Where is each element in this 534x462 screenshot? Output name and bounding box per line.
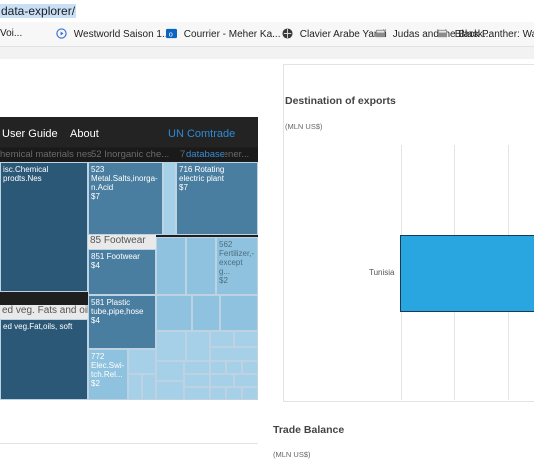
page-top-strip — [0, 47, 534, 59]
treemap-cell[interactable] — [128, 349, 156, 374]
treemap-cell-fertilizer[interactable]: 562 Fertilizer,-except g... $2 — [216, 237, 258, 295]
film-icon — [375, 29, 386, 38]
bar-tunisia[interactable] — [400, 235, 534, 312]
film-icon — [437, 29, 448, 38]
cell-value: $7 — [91, 192, 100, 201]
cell-value: $2 — [91, 379, 100, 388]
treemap-cell[interactable] — [184, 387, 210, 400]
cell-code: 581 Plastic — [91, 298, 131, 307]
cell-code: 562 — [219, 240, 233, 249]
treemap-cell-misc-chemical[interactable]: isc.Chemical prodts.Nes — [0, 162, 88, 292]
treemap-cell-fats[interactable]: ed veg.Fat,oils, soft — [0, 319, 88, 400]
treemap-cell[interactable] — [128, 374, 142, 400]
treemap-cell-metal-salts[interactable]: 523 Metal.Salts,inorga-n.Acid $7 — [88, 162, 163, 235]
exports-unit: (MLN US$) — [285, 122, 323, 131]
cell-value: $4 — [91, 261, 100, 270]
exports-title: Destination of exports — [285, 95, 396, 107]
exports-chart-panel — [283, 64, 534, 402]
treemap-cell-elec-switch[interactable]: 772 Elec.Swi-tch.Rel... $2 — [88, 349, 128, 400]
group-label-fats: ed veg. Fats and oils — [0, 305, 88, 319]
treemap-cell[interactable] — [186, 331, 210, 361]
cell-label: electric plant — [179, 174, 224, 183]
treemap-cell[interactable] — [156, 237, 186, 295]
bookmarks-bar: Voi... Westworld Saison 1... o Courrier … — [0, 22, 534, 47]
cell-code: 716 Rotating — [179, 165, 225, 174]
user-guide-link[interactable]: User Guide — [2, 128, 58, 140]
cell-value: $4 — [91, 316, 100, 325]
treemap-cell[interactable] — [226, 387, 242, 400]
bookmark-item[interactable]: Westworld Saison 1... — [56, 28, 170, 41]
cell-label: isc.Chemical prodts.Nes — [3, 165, 49, 183]
cell-label: ed veg.Fat,oils, soft — [3, 322, 73, 331]
cell-code: 523 — [91, 165, 105, 174]
treemap-cell[interactable] — [210, 387, 226, 400]
bookmark-item[interactable]: Voi... — [0, 28, 22, 40]
treemap-nav: User Guide About UN Comtrade — [0, 117, 258, 147]
treemap-cell[interactable] — [142, 374, 156, 400]
bookmark-label: Voi... — [0, 28, 23, 39]
bookmark-item[interactable]: Black Panther: Wak... — [437, 28, 534, 41]
cell-label: tube,pipe,hose — [91, 307, 144, 316]
group-label-footwear: 85 Footwear — [88, 235, 156, 249]
cell-code: 772 — [91, 352, 105, 361]
trade-balance-unit: (MLN US$) — [273, 450, 311, 459]
treemap-cell[interactable] — [210, 347, 258, 361]
address-bar[interactable]: data-explorer/ — [0, 0, 534, 23]
exports-treemap: User Guide About UN Comtrade hemical mat… — [0, 117, 258, 400]
treemap-cell[interactable] — [234, 374, 258, 387]
treemap-cell[interactable] — [186, 237, 216, 295]
svg-text:o: o — [169, 29, 173, 38]
url-text[interactable]: data-explorer/ — [0, 4, 77, 18]
bookmark-label: Black Panther: Wak... — [454, 29, 534, 40]
outlook-icon: o — [166, 28, 177, 38]
treemap-cell[interactable] — [220, 295, 258, 331]
bookmark-item[interactable]: o Courrier - Meher Ka... — [166, 28, 280, 41]
cell-value: $2 — [219, 276, 228, 285]
treemap-cell[interactable] — [184, 374, 210, 387]
trade-balance-title: Trade Balance — [273, 424, 345, 436]
bookmark-label: Courrier - Meher Ka... — [183, 29, 281, 40]
treemap-cell[interactable] — [163, 162, 176, 235]
treemap-cell[interactable] — [210, 361, 226, 374]
treemap-cell[interactable] — [184, 361, 210, 374]
group-label-chemical: hemical materials nes — [0, 149, 92, 160]
treemap-cell-footwear[interactable]: 851 Footwear $4 — [88, 249, 156, 295]
treemap-cell[interactable] — [156, 295, 192, 331]
treemap-cell[interactable] — [156, 381, 184, 400]
treemap-cell[interactable] — [226, 361, 242, 374]
database-label[interactable]: database — [186, 149, 226, 160]
treemap-cell[interactable] — [210, 331, 234, 347]
bookmark-label: Westworld Saison 1... — [73, 29, 171, 40]
bookmark-label: Clavier Arabe Yamli — [299, 29, 387, 40]
bookmark-item[interactable]: Clavier Arabe Yamli — [282, 28, 387, 41]
section-divider — [0, 443, 258, 444]
un-comtrade-link[interactable]: UN Comtrade — [168, 128, 236, 140]
category-label: Tunisia — [369, 268, 395, 277]
treemap-cell[interactable] — [156, 361, 184, 381]
treemap-cell[interactable] — [156, 331, 186, 361]
cell-label: Fertilizer,-except g... — [219, 249, 255, 276]
treemap-cell[interactable] — [242, 361, 258, 374]
treemap-cell[interactable] — [242, 387, 258, 400]
treemap-group-header: hemical materials nes 52 Inorganic che..… — [0, 148, 258, 161]
cell-value: $7 — [179, 183, 188, 192]
play-icon — [56, 28, 67, 39]
group-label-inorganic: 52 Inorganic che... — [91, 149, 170, 160]
globe-icon — [282, 28, 293, 39]
cell-code: 851 Footwear — [91, 252, 140, 261]
treemap-cell-plastic[interactable]: 581 Plastic tube,pipe,hose $4 — [88, 295, 156, 349]
treemap-cell-rotating-plant[interactable]: 716 Rotating electric plant $7 — [176, 162, 258, 235]
about-link[interactable]: About — [70, 128, 99, 140]
treemap-cell[interactable] — [192, 295, 220, 331]
cell-label: Metal.Salts,inorga-n.Acid — [91, 174, 158, 192]
treemap-cell[interactable] — [210, 374, 234, 387]
treemap-cell[interactable] — [234, 331, 258, 347]
cell-label: Elec.Swi-tch.Rel... — [91, 361, 125, 379]
